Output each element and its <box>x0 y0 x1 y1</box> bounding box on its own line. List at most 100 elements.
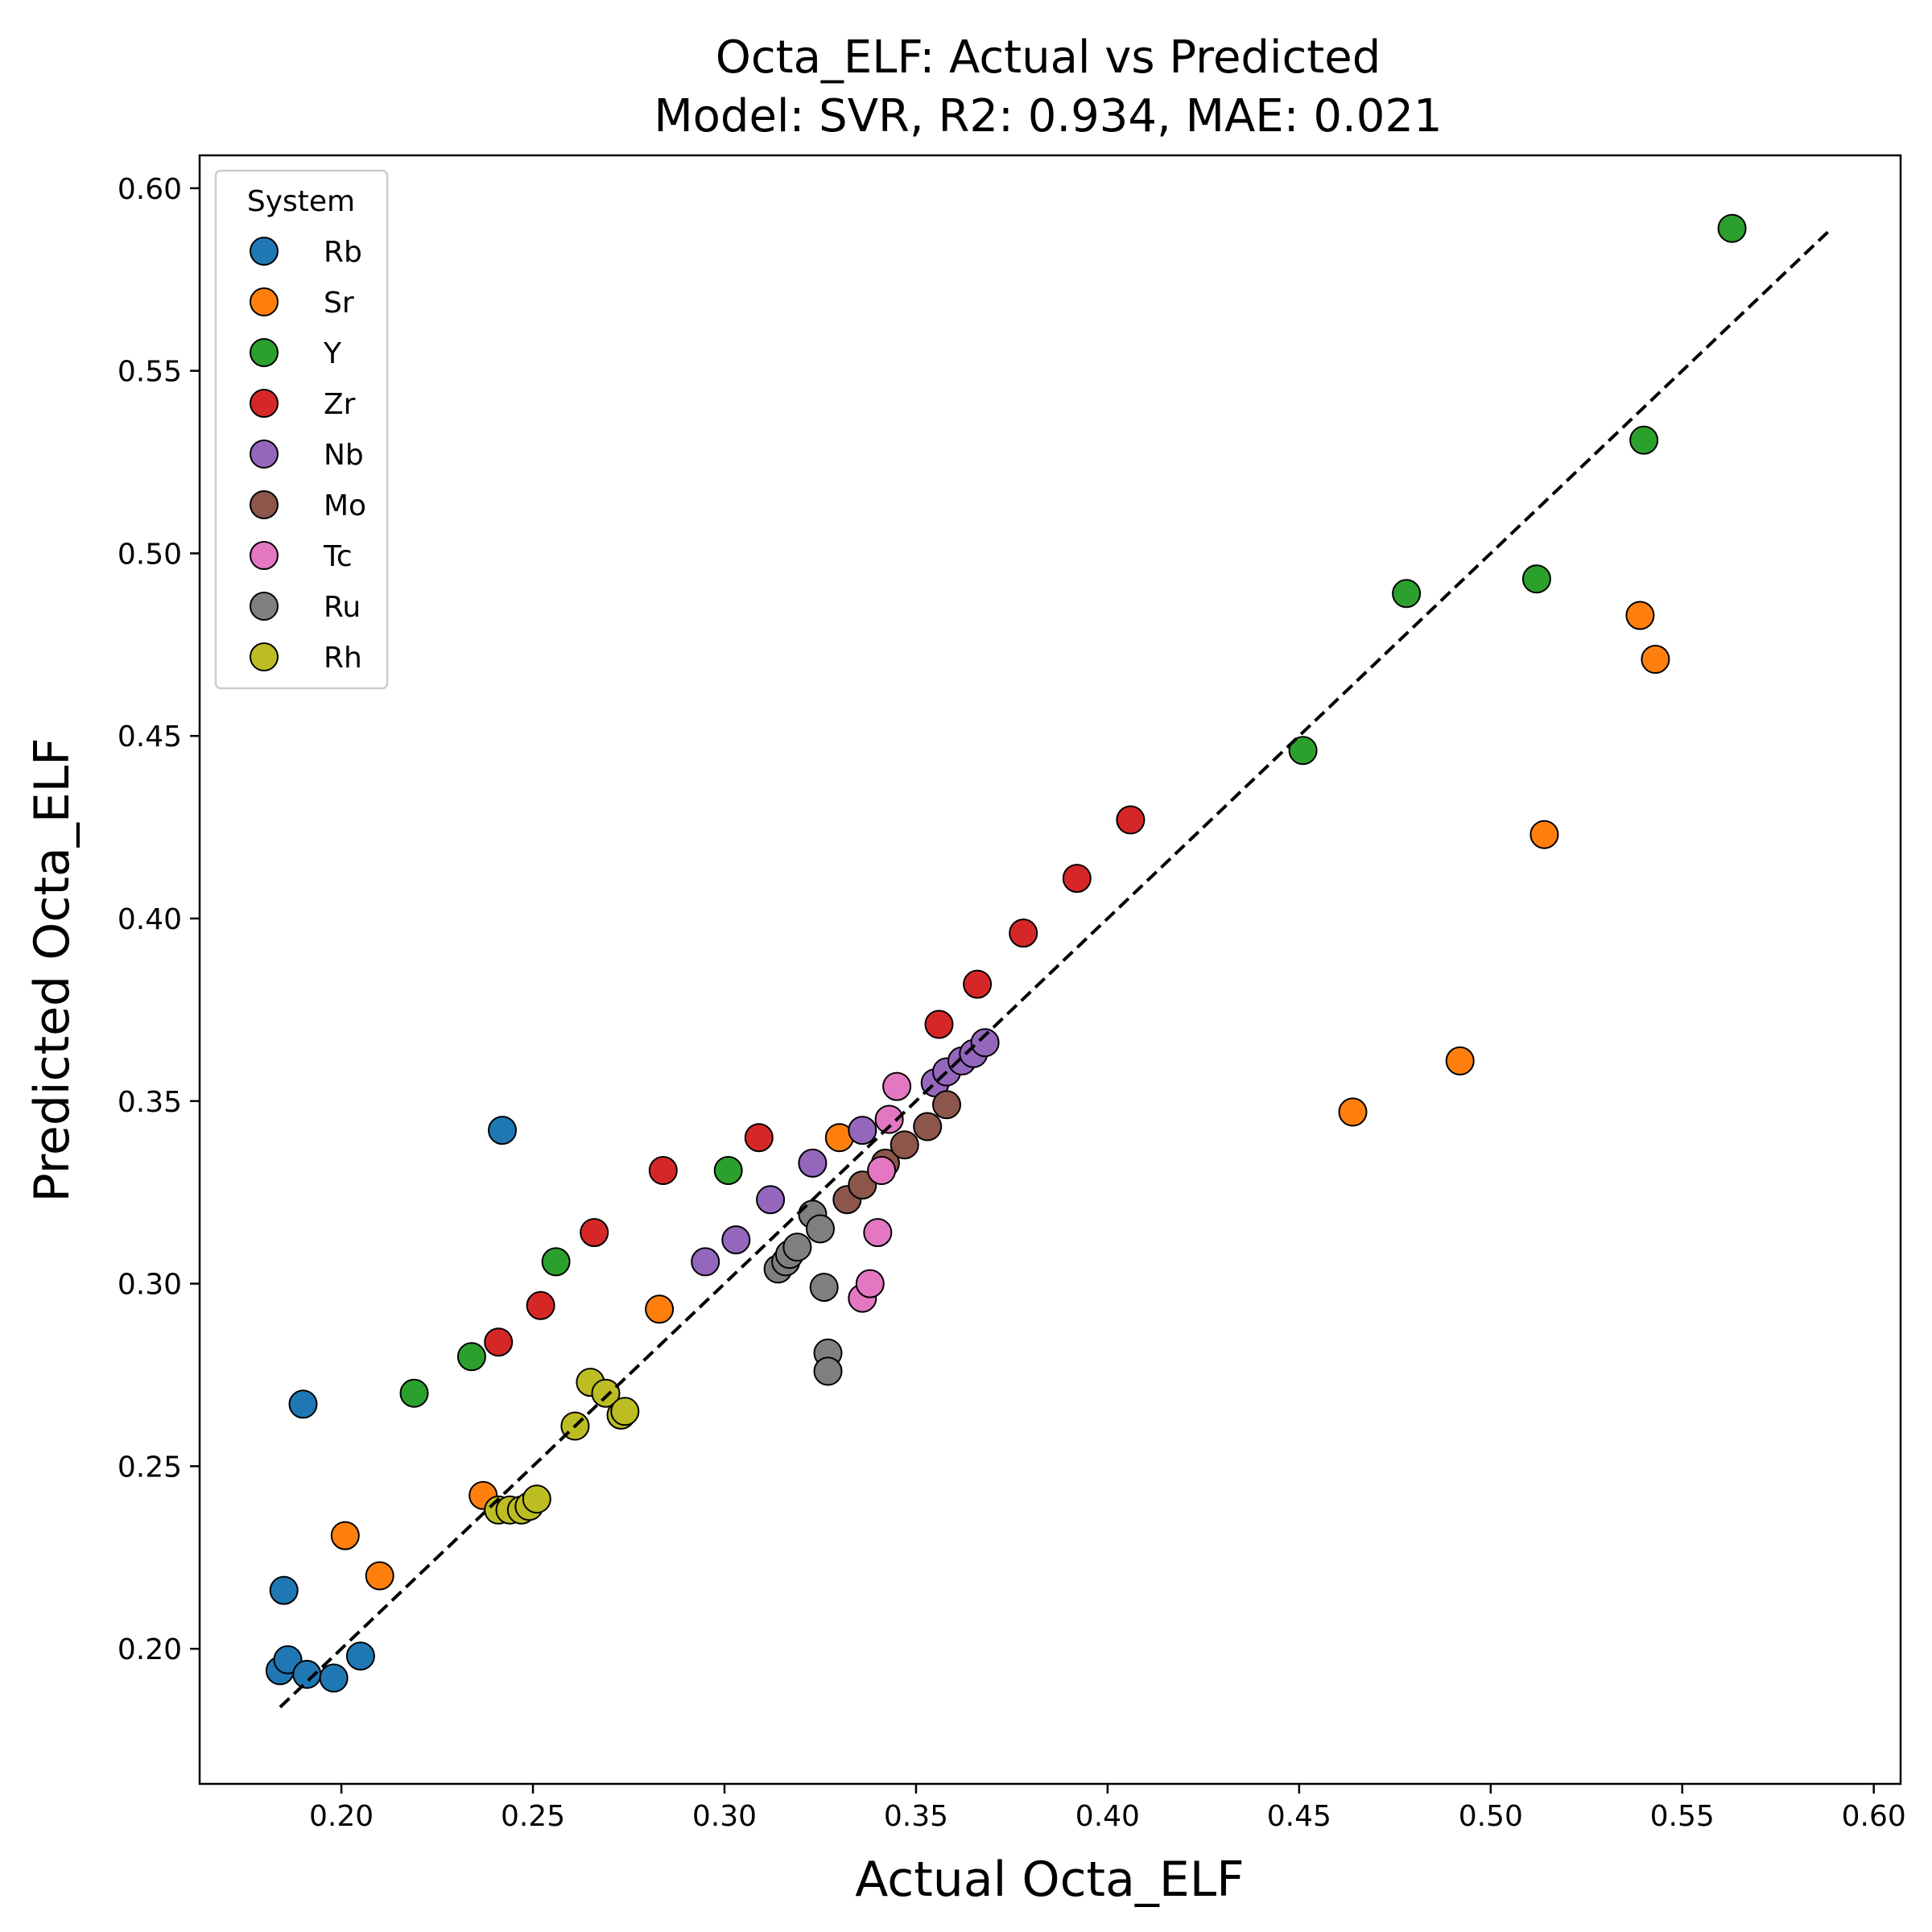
data-point-rb-2 <box>273 1645 303 1674</box>
y-tick-label-0.45: 0.45 <box>118 720 182 753</box>
legend-marker-sr <box>250 287 279 316</box>
series-ru <box>763 1199 843 1386</box>
y-tick-label-0.35: 0.35 <box>118 1086 182 1119</box>
data-point-zr-2 <box>526 1290 555 1320</box>
data-point-y-4 <box>713 1156 743 1185</box>
legend-label-nb: Nb <box>324 439 364 472</box>
legend-marker-rb <box>250 237 279 266</box>
data-point-tc-4 <box>867 1156 897 1185</box>
data-point-nb-3 <box>756 1185 786 1215</box>
data-point-y-5 <box>1288 736 1318 766</box>
data-point-rh-8 <box>591 1378 621 1408</box>
data-point-zr-7 <box>963 969 993 999</box>
data-point-y-8 <box>1629 425 1659 455</box>
legend-label-tc: Tc <box>323 540 353 573</box>
legend-label-rh: Rh <box>324 642 362 675</box>
data-point-sr-4 <box>645 1294 675 1324</box>
x-tick-label-0.30: 0.30 <box>692 1800 757 1833</box>
data-point-tc-3 <box>863 1218 893 1248</box>
legend-label-ru: Ru <box>324 591 361 624</box>
data-point-y-3 <box>541 1247 571 1277</box>
data-point-y-6 <box>1392 579 1422 609</box>
data-point-mo-6 <box>932 1090 961 1120</box>
data-point-sr-10 <box>1641 645 1670 674</box>
data-point-rb-8 <box>488 1116 517 1146</box>
x-tick-label-0.40: 0.40 <box>1075 1800 1140 1833</box>
data-points <box>265 213 1747 1693</box>
legend-entry-rh: Rh <box>250 642 362 675</box>
legend-marker-tc <box>250 541 279 570</box>
legend-entry-nb: Nb <box>250 439 364 472</box>
legend-label-y: Y <box>323 337 342 370</box>
legend-label-sr: Sr <box>324 287 354 320</box>
legend-entries: Rb Sr Y Zr Nb Mo Tc Ru Rh <box>250 236 366 675</box>
chart-title-line2: Model: SVR, R2: 0.934, MAE: 0.021 <box>654 90 1442 142</box>
legend-label-mo: Mo <box>324 489 366 522</box>
legend-label-rb: Rb <box>324 236 362 269</box>
data-point-zr-3 <box>580 1218 609 1248</box>
y-tick-label-0.20: 0.20 <box>118 1633 182 1666</box>
data-point-rb-3 <box>269 1575 299 1605</box>
series-rb <box>265 1116 517 1693</box>
legend-marker-ru <box>250 592 279 621</box>
x-tick-label-0.50: 0.50 <box>1459 1800 1523 1833</box>
legend-entry-sr: Sr <box>250 287 354 320</box>
x-axis-label: Actual Octa_ELF <box>855 1852 1244 1908</box>
chart-title-line1: Octa_ELF: Actual vs Predicted <box>716 31 1381 84</box>
legend-entry-y: Y <box>250 337 342 370</box>
data-point-y-1 <box>399 1378 429 1408</box>
legend-marker-mo <box>250 490 279 519</box>
series-y <box>399 213 1747 1408</box>
data-point-ru-9 <box>813 1356 843 1386</box>
legend: System Rb Sr Y Zr Nb Mo Tc Ru Rh <box>214 169 389 690</box>
y-tick-label-0.55: 0.55 <box>118 356 182 389</box>
series-nb <box>691 1028 1000 1277</box>
reference-diagonal-line <box>279 230 1829 1709</box>
y-tick-label-0.30: 0.30 <box>118 1269 182 1302</box>
data-point-sr-8 <box>1530 819 1559 849</box>
data-point-rh-10 <box>610 1397 640 1426</box>
data-point-zr-9 <box>1062 864 1092 894</box>
data-point-tc-2 <box>855 1269 885 1298</box>
data-point-y-9 <box>1717 213 1747 243</box>
legend-marker-zr <box>250 389 279 418</box>
x-tick-label-0.25: 0.25 <box>501 1800 565 1833</box>
x-tick-label-0.55: 0.55 <box>1650 1800 1715 1833</box>
y-tick-label-0.50: 0.50 <box>118 538 182 571</box>
legend-marker-y <box>250 338 279 367</box>
data-point-tc-6 <box>882 1071 912 1101</box>
data-point-nb-5 <box>848 1116 877 1146</box>
data-point-nb-2 <box>721 1225 751 1255</box>
x-tick-label-0.45: 0.45 <box>1267 1800 1331 1833</box>
data-point-mo-4 <box>890 1130 919 1160</box>
legend-entry-tc: Tc <box>250 540 353 573</box>
legend-marker-rh <box>250 642 279 671</box>
data-point-mo-5 <box>913 1112 943 1141</box>
data-point-y-7 <box>1521 564 1551 594</box>
data-point-zr-10 <box>1116 805 1146 835</box>
legend-entry-rb: Rb <box>250 236 362 269</box>
data-point-ru-6 <box>806 1214 835 1244</box>
data-point-tc-5 <box>874 1104 904 1134</box>
y-axis-ticks: 0.20 0.25 0.30 0.35 0.40 0.45 0.50 0.55 0.60 <box>118 173 200 1666</box>
data-point-rb-6 <box>345 1641 375 1671</box>
data-point-zr-1 <box>484 1327 514 1357</box>
data-point-rh-5 <box>522 1484 551 1514</box>
x-axis-ticks: 0.20 0.25 0.30 0.35 0.40 0.45 0.50 0.55 0.60 <box>309 1784 1906 1833</box>
data-point-sr-1 <box>330 1521 360 1550</box>
series-rh <box>484 1368 640 1525</box>
data-point-nb-10 <box>970 1028 1000 1058</box>
y-tick-label-0.40: 0.40 <box>118 903 182 936</box>
x-tick-label-0.20: 0.20 <box>309 1800 374 1833</box>
data-point-rb-5 <box>319 1663 349 1693</box>
data-point-y-2 <box>456 1342 486 1372</box>
series-tc <box>848 1071 912 1313</box>
legend-marker-nb <box>250 440 279 469</box>
data-point-sr-6 <box>1338 1097 1368 1127</box>
data-point-rb-7 <box>288 1389 318 1419</box>
data-point-mo-2 <box>848 1170 877 1200</box>
data-point-sr-2 <box>365 1561 394 1591</box>
plot-frame <box>198 154 1902 1785</box>
